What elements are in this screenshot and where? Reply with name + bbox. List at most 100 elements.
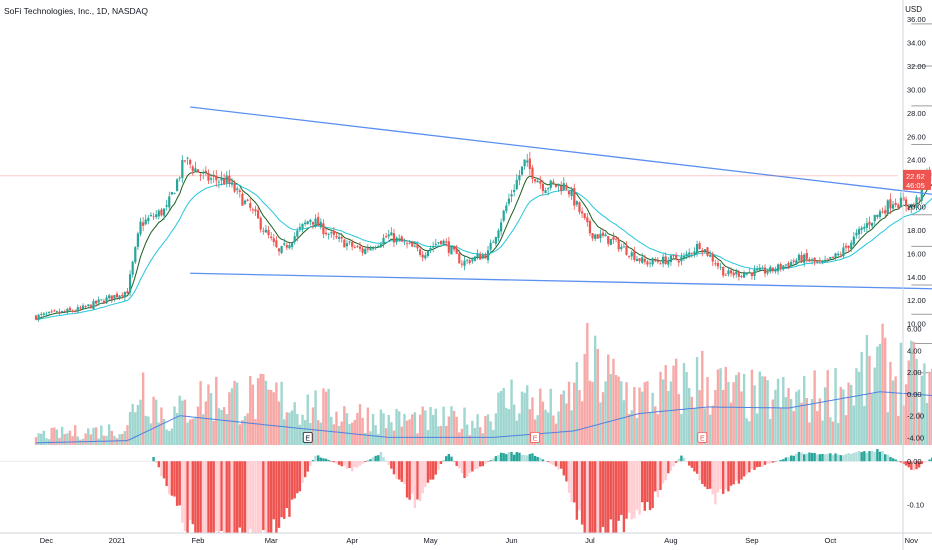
candle-body[interactable]: [452, 246, 456, 250]
candle-body[interactable]: [330, 232, 333, 234]
candle-body[interactable]: [238, 190, 241, 192]
candle-body[interactable]: [147, 217, 150, 222]
candle-body[interactable]: [729, 270, 733, 274]
candle-body[interactable]: [625, 245, 628, 255]
candle-body[interactable]: [128, 274, 132, 293]
candle-body[interactable]: [800, 255, 803, 262]
candle-body[interactable]: [53, 310, 56, 312]
candle-body[interactable]: [113, 295, 116, 299]
candle-body[interactable]: [688, 252, 691, 255]
candle-body[interactable]: [479, 254, 482, 260]
candle-body[interactable]: [202, 172, 205, 174]
candle-body[interactable]: [220, 177, 223, 181]
candle-body[interactable]: [758, 267, 761, 270]
candle-body[interactable]: [395, 237, 398, 243]
candle-body[interactable]: [915, 197, 918, 209]
candle-body[interactable]: [382, 237, 385, 244]
candle-body[interactable]: [445, 241, 448, 243]
candle-body[interactable]: [567, 191, 571, 195]
candle-body[interactable]: [311, 221, 315, 225]
candle-body[interactable]: [123, 291, 126, 298]
candle-body[interactable]: [526, 160, 529, 163]
candle-body[interactable]: [460, 263, 464, 265]
candle-body[interactable]: [701, 249, 704, 252]
candle-body[interactable]: [447, 241, 450, 253]
candle-body[interactable]: [578, 202, 581, 213]
candle-body[interactable]: [818, 260, 821, 262]
candle-body[interactable]: [810, 259, 814, 261]
candle-body[interactable]: [152, 216, 155, 218]
candle-body[interactable]: [314, 218, 317, 227]
candle-body[interactable]: [857, 228, 861, 235]
candle-body[interactable]: [829, 256, 832, 259]
candle-body[interactable]: [304, 222, 307, 225]
candle-body[interactable]: [63, 310, 66, 312]
candle-body[interactable]: [61, 310, 64, 313]
candle-body[interactable]: [782, 265, 785, 270]
candle-body[interactable]: [191, 166, 194, 172]
candle-body[interactable]: [421, 254, 424, 258]
candle-body[interactable]: [541, 183, 545, 192]
candle-body[interactable]: [549, 180, 552, 189]
candle-body[interactable]: [215, 176, 218, 181]
candle-body[interactable]: [912, 205, 916, 208]
candle-body[interactable]: [277, 248, 281, 252]
candle-body[interactable]: [552, 181, 555, 183]
candle-body[interactable]: [844, 245, 848, 248]
candle-body[interactable]: [58, 311, 61, 314]
candle-body[interactable]: [290, 243, 294, 248]
candle-body[interactable]: [486, 250, 490, 261]
candle-body[interactable]: [89, 304, 92, 309]
candle-body[interactable]: [518, 175, 521, 181]
candle-body[interactable]: [643, 258, 646, 262]
candle-body[interactable]: [379, 244, 383, 248]
trendlines-layer[interactable]: [190, 106, 932, 290]
candle-body[interactable]: [724, 274, 727, 276]
candle-body[interactable]: [808, 259, 811, 262]
candle-body[interactable]: [492, 242, 495, 243]
candle-body[interactable]: [66, 308, 69, 313]
candle-body[interactable]: [426, 251, 430, 257]
candle-body[interactable]: [719, 266, 722, 268]
candle-body[interactable]: [570, 190, 573, 197]
candle-body[interactable]: [604, 234, 607, 237]
candle-body[interactable]: [463, 260, 466, 266]
candle-body[interactable]: [716, 262, 720, 267]
candle-body[interactable]: [630, 252, 633, 257]
candle-body[interactable]: [693, 251, 696, 255]
candle-body[interactable]: [638, 258, 641, 262]
candle-body[interactable]: [884, 210, 887, 214]
candle-body[interactable]: [510, 194, 513, 197]
candle-body[interactable]: [842, 247, 845, 257]
candle-body[interactable]: [821, 262, 824, 264]
candle-body[interactable]: [575, 201, 578, 205]
candle-body[interactable]: [241, 193, 244, 206]
candle-body[interactable]: [209, 178, 213, 180]
candle-body[interactable]: [149, 214, 153, 216]
candle-body[interactable]: [654, 259, 657, 262]
candle-body[interactable]: [787, 263, 790, 267]
candle-body[interactable]: [703, 249, 707, 252]
candle-body[interactable]: [337, 236, 341, 239]
candle-body[interactable]: [283, 243, 286, 245]
candle-body[interactable]: [45, 313, 48, 315]
candle-body[interactable]: [865, 223, 869, 228]
candle-body[interactable]: [834, 253, 837, 258]
candle-body[interactable]: [805, 252, 808, 259]
candle-body[interactable]: [771, 267, 774, 272]
candle-body[interactable]: [664, 256, 667, 265]
candle-body[interactable]: [439, 240, 443, 245]
candle-body[interactable]: [155, 214, 158, 218]
trendline-lower[interactable]: [190, 272, 932, 290]
candle-body[interactable]: [233, 183, 236, 192]
candle-body[interactable]: [612, 236, 615, 240]
candle-body[interactable]: [507, 198, 511, 204]
candle-body[interactable]: [178, 177, 181, 179]
candle-body[interactable]: [675, 255, 678, 260]
candle-body[interactable]: [92, 300, 95, 309]
candle-body[interactable]: [458, 253, 461, 264]
candle-body[interactable]: [539, 181, 542, 184]
candle-body[interactable]: [904, 199, 908, 207]
candle-body[interactable]: [873, 214, 876, 222]
candle-body[interactable]: [596, 234, 599, 239]
